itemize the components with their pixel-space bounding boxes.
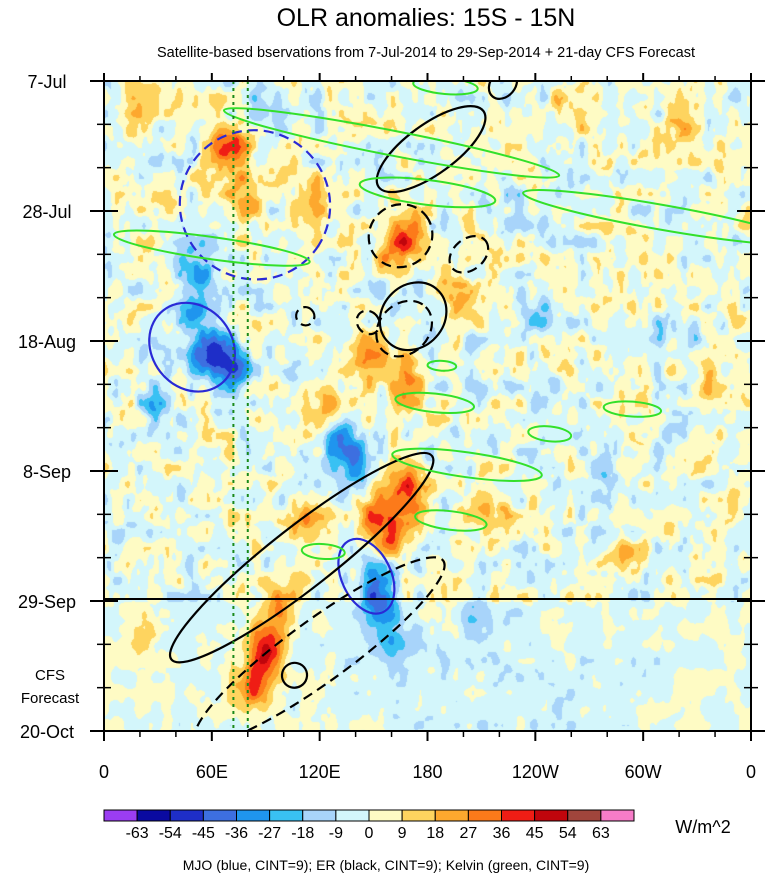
colorbar-box-8	[335, 809, 370, 822]
mjo-contour-1	[148, 301, 236, 393]
colorbar-box-14	[534, 809, 569, 822]
x-tick-label-6: 60W	[625, 762, 662, 782]
filtered-modes-legend: MJO (blue, CINT=9); ER (black, CINT=9); …	[183, 857, 590, 873]
kelvin-contour-16	[522, 188, 751, 246]
olr-anomaly-heatmap	[104, 81, 751, 731]
colorbar-label-7: -9	[329, 825, 343, 842]
colorbar-units: W/m^2	[675, 817, 730, 837]
colorbar-box-7	[302, 809, 337, 822]
x-tick-label-4: 180	[412, 762, 442, 782]
er-contour-10	[448, 234, 490, 274]
er-contour-6	[367, 203, 434, 269]
colorbar-label-6: -18	[291, 825, 314, 842]
kelvin-contour-23	[527, 425, 573, 443]
y-tick-label-3: 18-Aug	[18, 332, 76, 352]
er-contour-12	[168, 451, 435, 664]
colorbar-box-15	[567, 809, 602, 822]
er-contour-9	[355, 309, 381, 336]
y-tick-label-2: 28-Jul	[22, 202, 71, 222]
kelvin-contour-21	[391, 447, 543, 482]
er-contour-14	[280, 661, 309, 689]
colorbar-label-2: -54	[159, 825, 182, 842]
colorbar-label-14: 54	[559, 825, 577, 842]
forecast-label-line2: Forecast	[21, 690, 80, 707]
colorbar-box-5	[236, 809, 271, 822]
colorbar-label-15: 63	[592, 825, 610, 842]
reference-lines	[232, 81, 249, 731]
kelvin-contour-19	[412, 81, 479, 96]
contour-layer	[112, 81, 751, 731]
colorbar-label-9: 9	[398, 825, 407, 842]
colorbar-box-6	[269, 809, 304, 822]
plot-area	[104, 81, 751, 731]
x-tick-label-2: 60E	[196, 762, 228, 782]
colorbar-label-3: -45	[192, 825, 215, 842]
er-contour-13	[193, 556, 446, 731]
colorbar-box-1	[103, 809, 138, 822]
kelvin-contour-17	[358, 176, 497, 209]
forecast-label-line1: CFS	[35, 667, 65, 684]
mjo-contour-3	[337, 537, 396, 615]
y-tick-label-5: 29-Sep	[18, 592, 76, 612]
axis-layer: 0 60E 120E 180 120W 60W 0 7-Jul 28-Jul 18-Aug 8-Se…	[18, 72, 765, 782]
kelvin-contour-15	[222, 107, 561, 179]
colorbar-label-11: 27	[459, 825, 477, 842]
colorbar-label-1: -63	[126, 825, 149, 842]
kelvin-contour-22	[414, 509, 488, 532]
y-tick-label-1: 7-Jul	[27, 72, 66, 92]
colorbar-box-9	[368, 809, 403, 822]
y-tick-label-4: 8-Sep	[23, 462, 71, 482]
kelvin-contour-26	[426, 359, 458, 372]
colorbar-box-16	[600, 809, 635, 822]
x-tick-label-5: 120W	[512, 762, 559, 782]
kelvin-contour-18	[112, 229, 311, 267]
er-contour-7	[378, 281, 448, 352]
y-tick-label-6: 20-Oct	[20, 722, 74, 742]
er-contour-8	[375, 299, 434, 358]
colorbar-box-11	[434, 809, 469, 822]
x-tick-label-7: 0	[746, 762, 756, 782]
chart-subtitle: Satellite-based bservations from 7-Jul-2…	[157, 45, 695, 61]
colorbar-label-5: -27	[258, 825, 281, 842]
x-tick-label-3: 120E	[299, 762, 341, 782]
colorbar-label-12: 36	[493, 825, 511, 842]
er-contour-5	[375, 105, 487, 194]
colorbar-label-10: 18	[426, 825, 444, 842]
colorbar-box-13	[501, 809, 536, 822]
colorbar-label-4: -36	[225, 825, 248, 842]
colorbar-box-12	[467, 809, 502, 822]
colorbar-box-3	[169, 809, 204, 822]
mjo-contour-2	[178, 129, 332, 281]
colorbar: -63 -54 -45 -36 -27 -18 -9 0 9 18 27 36 45 54 63	[103, 809, 635, 842]
colorbar-label-13: 45	[526, 825, 544, 842]
kelvin-contour-25	[300, 542, 346, 561]
colorbar-box-2	[136, 809, 171, 822]
kelvin-contour-20	[394, 391, 476, 415]
er-contour-4	[487, 81, 519, 100]
kelvin-contour-24	[602, 400, 663, 418]
chart-title: OLR anomalies: 15S - 15N	[277, 4, 576, 32]
colorbar-box-4	[202, 809, 237, 822]
colorbar-box-10	[401, 809, 436, 822]
x-tick-label-1: 0	[99, 762, 109, 782]
colorbar-label-8: 0	[365, 825, 374, 842]
er-contour-11	[295, 306, 316, 327]
